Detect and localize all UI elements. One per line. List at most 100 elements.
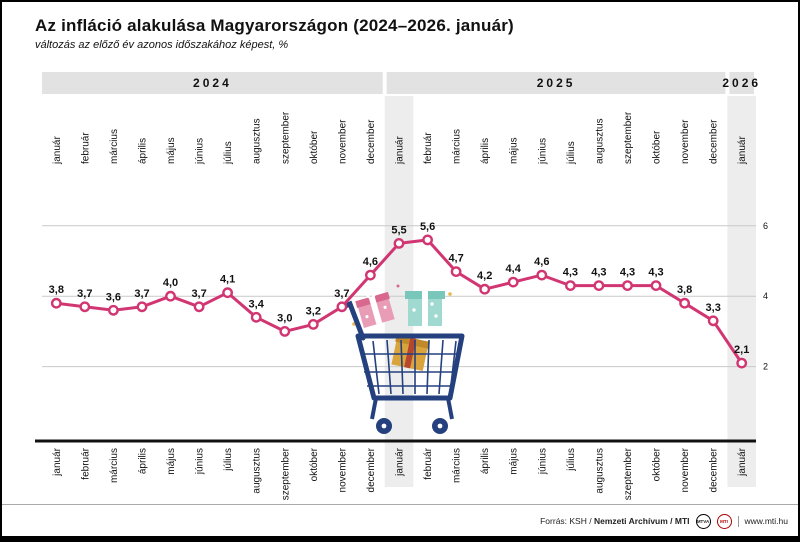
month-label-bottom: január: [737, 447, 748, 476]
month-label-bottom: július: [223, 448, 234, 472]
data-point-label: 3,7: [191, 288, 206, 300]
month-label-bottom: június: [195, 448, 206, 475]
data-point-label: 4,3: [648, 267, 663, 279]
mtva-logo: MTVA: [695, 513, 711, 529]
month-label-top: október: [652, 130, 663, 164]
y-tick-label: 4: [763, 291, 768, 301]
highlight-band: [727, 96, 756, 487]
data-point-label: 4,4: [506, 263, 522, 275]
month-label-bottom: március: [452, 448, 463, 483]
value-labels: 3,8 3,7 3,6 3,7 4,0 3,7 4,1 3,4 3,0 3,2 3,7 4,6 5,5 5…: [49, 221, 750, 356]
month-axis-bottom: január február március április május június jú…: [52, 447, 748, 500]
month-label-bottom: augusztus: [594, 448, 605, 494]
data-point-label: 3,2: [306, 305, 321, 317]
month-label-top: március: [109, 129, 120, 164]
data-point: [536, 269, 548, 281]
month-label-top: október: [309, 130, 320, 164]
month-label-top: december: [366, 119, 377, 164]
month-label-bottom: január: [52, 447, 63, 476]
data-point: [165, 290, 176, 302]
data-point: [336, 301, 348, 313]
data-point: [479, 283, 491, 295]
month-label-bottom: május: [166, 448, 177, 475]
data-point: [507, 276, 519, 288]
data-point-label: 4,3: [591, 267, 606, 279]
month-label-top: december: [709, 119, 720, 164]
data-point-label: 4,3: [620, 267, 635, 279]
data-point-label: 4,3: [563, 267, 578, 279]
month-label-bottom: április: [480, 448, 491, 474]
data-point-label: 3,7: [77, 288, 92, 300]
month-label-bottom: december: [709, 447, 720, 492]
data-point: [279, 325, 291, 337]
data-point-label: 4,2: [477, 270, 492, 282]
data-point-label: 5,5: [391, 224, 406, 236]
data-point-label: 3,3: [706, 302, 721, 314]
month-label-bottom: március: [109, 448, 120, 483]
data-point-label: 4,6: [363, 256, 378, 268]
data-point: [50, 297, 62, 309]
data-point: [364, 269, 376, 281]
year-label: 2025: [537, 76, 576, 90]
gift-teal-icon: [405, 291, 445, 326]
year-band-segment: [42, 72, 383, 94]
month-label-top: június: [195, 138, 206, 165]
data-point-label: 3,7: [334, 288, 349, 300]
page-title: Az infláció alakulása Magyarországon (20…: [35, 16, 514, 35]
month-label-top: április: [480, 138, 491, 164]
data-point: [593, 280, 605, 291]
data-point: [679, 297, 690, 309]
y-tick-label: 2: [763, 362, 768, 372]
sparkle-icon: [448, 292, 452, 296]
month-label-top: november: [680, 119, 691, 164]
data-point-label: 3,8: [677, 284, 692, 296]
month-label-top: július: [566, 141, 577, 165]
data-point: [79, 301, 91, 313]
sparkle-icon: [396, 284, 400, 288]
data-point: [565, 280, 576, 291]
footer: Forrás: KSH / Nemzeti Archívum / MTI MTV…: [540, 512, 788, 530]
month-label-bottom: február: [80, 447, 91, 479]
month-label-bottom: augusztus: [252, 448, 263, 494]
month-label-top: május: [509, 137, 520, 164]
data-point: [393, 237, 405, 249]
gridlines: 2 4 6: [42, 221, 768, 372]
mti-logo: MTI: [716, 513, 732, 529]
month-label-bottom: január: [395, 447, 406, 476]
month-label-bottom: november: [680, 447, 691, 492]
month-label-top: március: [452, 129, 463, 164]
data-point: [450, 266, 462, 277]
header: Az infláció alakulása Magyarországon (20…: [35, 16, 514, 51]
month-label-bottom: december: [366, 447, 377, 492]
month-label-top: augusztus: [252, 118, 263, 164]
month-label-top: január: [52, 136, 63, 165]
month-label-top: január: [737, 136, 748, 165]
year-label: 2024: [193, 76, 232, 90]
data-point-label: 4,6: [534, 256, 549, 268]
data-point: [422, 234, 433, 246]
data-point: [108, 304, 119, 316]
month-label-top: szeptember: [280, 111, 291, 164]
data-point-label: 3,4: [249, 298, 265, 310]
month-label-top: július: [223, 141, 234, 165]
data-point: [307, 318, 319, 330]
month-label-bottom: november: [337, 447, 348, 492]
data-point: [136, 301, 148, 313]
month-label-top: május: [166, 137, 177, 164]
month-label-bottom: október: [309, 447, 320, 481]
month-label-bottom: július: [566, 448, 577, 472]
data-point-label: 3,0: [277, 312, 292, 324]
gift-pink-icon: [355, 288, 395, 328]
month-label-top: február: [80, 132, 91, 164]
data-point-label: 5,6: [420, 221, 435, 233]
month-label-top: augusztus: [594, 118, 605, 164]
data-point: [707, 315, 719, 327]
source-text: Forrás: KSH / Nemzeti Archívum / MTI: [540, 516, 690, 526]
month-label-top: szeptember: [623, 111, 634, 164]
data-point: [222, 287, 234, 299]
year-header-band: 2024 2025 2026: [42, 72, 758, 94]
data-point: [250, 311, 262, 323]
month-label-top: január: [395, 136, 406, 165]
